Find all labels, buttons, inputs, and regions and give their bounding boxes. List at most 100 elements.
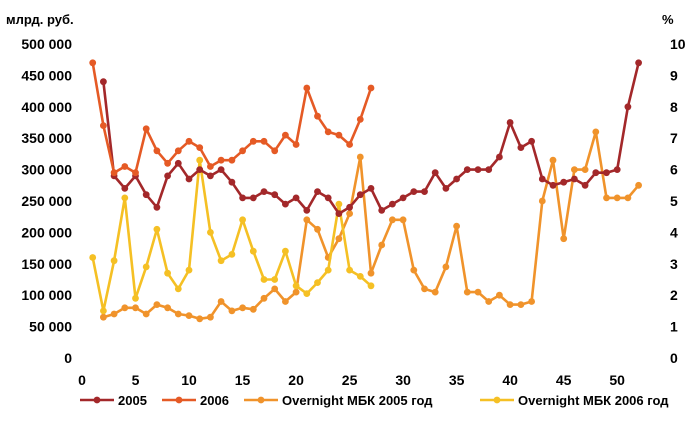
data-point: [100, 307, 107, 315]
x-tick-label: 0: [78, 372, 86, 388]
y-right-tick-label: 10: [670, 36, 686, 52]
data-point: [314, 112, 321, 120]
x-tick-label: 30: [395, 372, 411, 388]
y-right-tick-label: 1: [670, 319, 678, 335]
x-tick-label: 45: [556, 372, 572, 388]
data-point: [528, 298, 535, 305]
data-point: [239, 147, 247, 155]
y-right-tick-label: 9: [670, 67, 678, 83]
data-point: [207, 163, 214, 170]
data-point: [142, 125, 150, 133]
data-point: [249, 247, 257, 255]
data-point: [346, 210, 353, 218]
data-point: [603, 169, 610, 177]
series-layer: [89, 59, 642, 323]
data-point: [271, 285, 279, 293]
data-point: [174, 310, 182, 318]
series-line: [103, 130, 640, 321]
data-point: [592, 169, 600, 177]
data-point: [292, 282, 300, 290]
data-point: [399, 194, 407, 202]
data-point: [335, 131, 343, 139]
legend-swatch-marker: [175, 396, 183, 404]
data-point: [110, 169, 118, 177]
data-point: [453, 222, 460, 230]
x-tick-label: 10: [181, 372, 197, 388]
data-point: [239, 194, 247, 202]
data-point: [592, 128, 600, 136]
x-tick-label: 25: [342, 372, 358, 388]
data-point: [121, 185, 129, 192]
data-point: [207, 229, 214, 236]
data-point: [121, 194, 129, 202]
data-point: [228, 307, 236, 315]
data-point: [635, 181, 642, 189]
data-point: [324, 266, 332, 274]
legend-item-3: Overnight МБК 2005 год: [244, 393, 433, 408]
legend-item-4: Overnight МБК 2006 год: [480, 393, 669, 408]
data-point: [271, 147, 279, 155]
data-point: [367, 84, 375, 92]
data-point: [314, 279, 321, 286]
legend-swatch-marker: [257, 396, 265, 404]
data-point: [185, 175, 193, 183]
data-point: [538, 197, 546, 205]
data-point: [410, 266, 418, 274]
data-point: [89, 254, 97, 261]
data-point: [217, 156, 225, 164]
data-point: [164, 304, 172, 312]
data-point: [538, 175, 546, 183]
data-point: [207, 172, 214, 180]
legend-label: Overnight МБК 2006 год: [518, 393, 669, 408]
data-point: [335, 200, 343, 208]
data-point: [271, 191, 279, 199]
data-point: [399, 216, 407, 224]
data-point: [485, 298, 493, 305]
data-point: [196, 166, 204, 174]
data-point: [260, 188, 268, 196]
data-point: [196, 315, 204, 323]
data-point: [496, 153, 503, 161]
data-point: [496, 291, 503, 299]
data-point: [421, 188, 428, 196]
data-point: [635, 59, 642, 67]
legend: 2005 2006 Overnight МБК 2005 год Overnight …: [80, 393, 669, 408]
data-point: [549, 181, 557, 189]
y-left-tick-label: 400 000: [21, 99, 72, 115]
data-point: [303, 207, 311, 214]
data-point: [249, 137, 257, 145]
data-point: [282, 200, 289, 208]
data-point: [174, 285, 182, 293]
data-point: [207, 313, 214, 321]
data-point: [185, 312, 193, 319]
data-point: [132, 294, 139, 302]
legend-swatch-marker: [493, 396, 501, 404]
legend-item-2: 2006: [162, 393, 229, 408]
data-point: [335, 210, 343, 218]
data-point: [132, 304, 139, 312]
data-point: [431, 288, 439, 296]
data-point: [463, 166, 471, 174]
data-point: [228, 178, 236, 186]
data-point: [260, 276, 268, 283]
data-point: [303, 84, 311, 92]
data-point: [528, 137, 535, 145]
data-point: [153, 203, 161, 211]
data-point: [613, 194, 621, 202]
data-point: [142, 191, 150, 199]
series-4: [89, 156, 375, 315]
legend-item-1: 2005: [80, 393, 147, 408]
data-point: [228, 251, 236, 258]
data-point: [100, 78, 107, 86]
data-point: [356, 116, 364, 123]
data-point: [303, 290, 311, 297]
data-point: [356, 153, 364, 161]
y-right-tick-label: 5: [670, 193, 678, 209]
x-tick-label: 5: [132, 372, 140, 388]
data-point: [324, 194, 332, 202]
y-left-tick-label: 300 000: [21, 162, 72, 178]
data-point: [292, 288, 300, 296]
x-tick-label: 35: [449, 372, 465, 388]
